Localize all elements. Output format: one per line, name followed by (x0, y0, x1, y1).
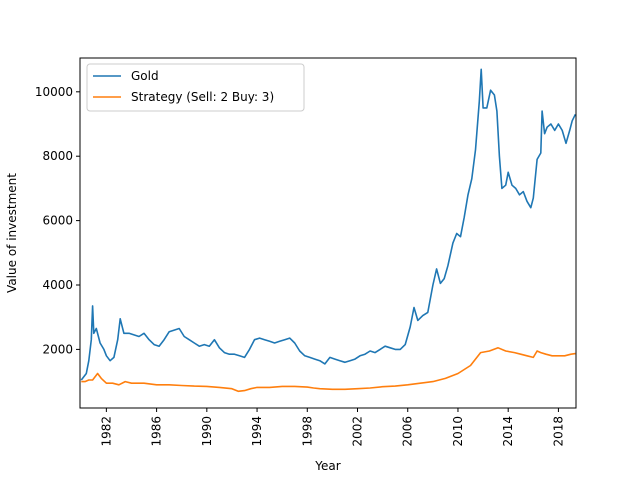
x-tick-label: 2018 (551, 416, 565, 447)
y-axis-ticks: 2000 4000 6000 8000 10000 (35, 85, 80, 356)
x-tick-label: 1982 (99, 416, 113, 447)
x-tick-label: 2006 (401, 416, 415, 447)
series-layer (80, 68, 577, 393)
x-tick-label: 1998 (300, 416, 314, 447)
y-axis-label: Value of investment (5, 173, 19, 293)
x-axis-ticks: 1982 1986 1990 1994 1998 2002 2006 2010 2014 2018 (99, 408, 565, 447)
x-tick-label: 1990 (200, 416, 214, 447)
legend-box (86, 63, 305, 112)
y-tick-label: 8000 (42, 149, 73, 163)
x-tick-label: 1994 (250, 416, 264, 447)
legend-label-gold: Gold (131, 69, 159, 83)
x-tick-label: 2002 (351, 416, 365, 447)
x-tick-label: 2010 (451, 416, 465, 447)
legend-label-strategy: Strategy (Sell: 2 Buy: 3) (131, 90, 274, 104)
y-tick-label: 6000 (42, 214, 73, 228)
x-tick-label: 2014 (501, 416, 515, 447)
series-line-0 (80, 68, 577, 381)
series-line-1 (81, 346, 576, 393)
y-tick-label: 2000 (42, 342, 73, 356)
plot-frame (79, 57, 577, 409)
y-tick-label: 10000 (35, 85, 73, 99)
x-axis-label: Year (314, 459, 340, 473)
x-tick-label: 1986 (150, 416, 164, 447)
y-tick-label: 4000 (42, 278, 73, 292)
legend: Gold Strategy (Sell: 2 Buy: 3) (86, 63, 305, 112)
